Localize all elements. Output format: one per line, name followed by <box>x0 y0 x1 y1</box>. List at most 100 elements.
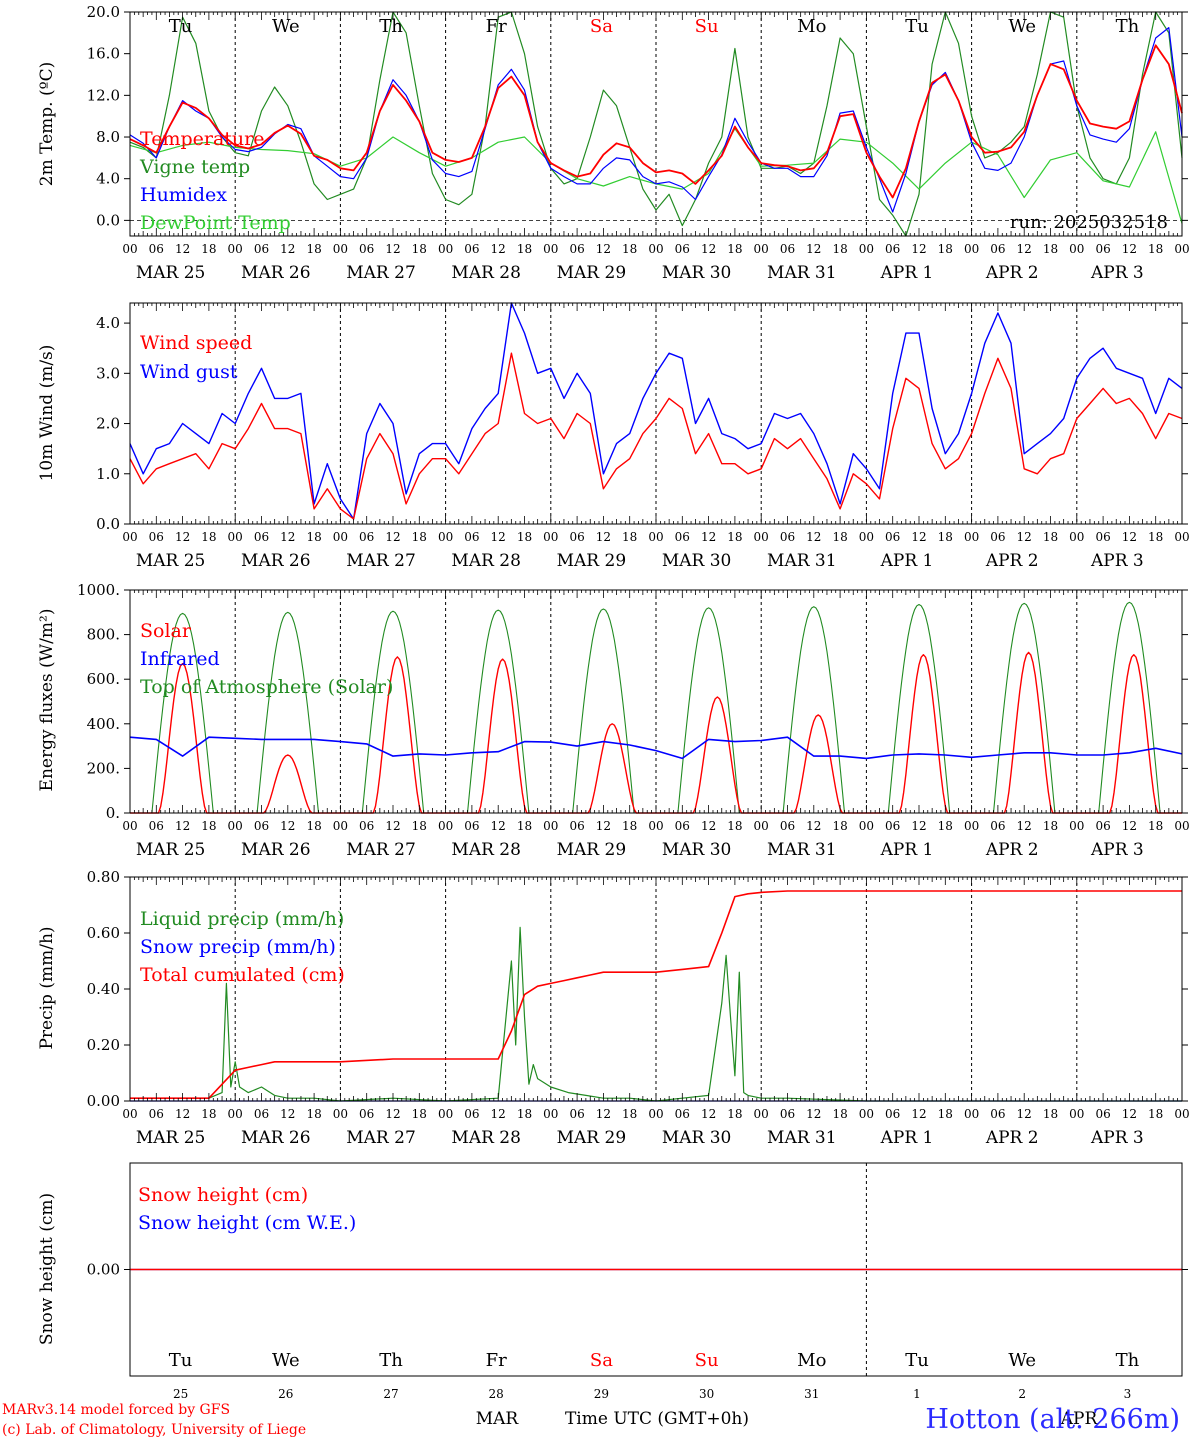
wind-hour-label: 00 <box>648 530 663 544</box>
temperature-y-tick-label: 20.0 <box>87 3 120 21</box>
precip-hour-label: 18 <box>938 1107 953 1121</box>
energy-hour-label: 18 <box>201 819 216 833</box>
temperature-hour-label: 18 <box>517 242 532 256</box>
energy-hour-label: 18 <box>727 819 742 833</box>
precip-hour-label-end: 00 <box>1174 1107 1189 1121</box>
energy-hour-label-end: 00 <box>1174 819 1189 833</box>
energy-date-label: APR 1 <box>880 840 934 860</box>
day-name-bottom: Tu <box>169 1350 193 1371</box>
precip-hour-label: 18 <box>727 1107 742 1121</box>
energy-hour-label: 12 <box>806 819 821 833</box>
precip-hour-label: 00 <box>1069 1107 1084 1121</box>
day-number: 1 <box>913 1387 921 1401</box>
precip-y-tick-label: 0.40 <box>87 980 120 998</box>
precip-hour-label: 00 <box>754 1107 769 1121</box>
temperature-hour-label: 18 <box>201 242 216 256</box>
precip-hour-label: 06 <box>1095 1107 1110 1121</box>
temperature-hour-label: 12 <box>491 242 506 256</box>
temperature-hour-label: 12 <box>701 242 716 256</box>
wind-hour-label: 18 <box>306 530 321 544</box>
wind-hour-label: 12 <box>280 530 295 544</box>
wind-hour-label: 00 <box>122 530 137 544</box>
energy-date-label: APR 3 <box>1090 840 1144 860</box>
legend-entry: Total cumulated (cm) <box>140 964 345 986</box>
temperature-hour-label: 00 <box>964 242 979 256</box>
precip-hour-label: 06 <box>464 1107 479 1121</box>
wind-hour-label: 00 <box>754 530 769 544</box>
precip-hour-label: 06 <box>254 1107 269 1121</box>
energy-hour-label: 12 <box>175 819 190 833</box>
legend-entry: Vigne temp <box>139 156 250 178</box>
day-name-top: Th <box>1116 16 1140 37</box>
legend-entry: Temperature <box>140 128 264 150</box>
frame-layer <box>124 11 1188 1377</box>
temp-series-1 <box>129 11 1183 237</box>
wind-date-label: MAR 25 <box>136 551 206 571</box>
legend-entry: DewPoint Temp <box>140 212 291 234</box>
wind-hour-label: 06 <box>149 530 164 544</box>
energy-hour-label: 00 <box>122 819 137 833</box>
temp-series-2 <box>129 27 1183 213</box>
wind-hour-label: 18 <box>517 530 532 544</box>
day-name-bottom: Tu <box>905 1350 929 1371</box>
day-number: 31 <box>804 1387 819 1401</box>
precip-date-label: MAR 28 <box>451 1128 521 1148</box>
day-name-bottom: We <box>1008 1350 1036 1371</box>
wind-series-1 <box>129 302 1183 520</box>
wind-hour-label: 06 <box>1095 530 1110 544</box>
wind-hour-label: 00 <box>859 530 874 544</box>
energy-date-label: MAR 26 <box>241 840 311 860</box>
wind-hour-label: 06 <box>359 530 374 544</box>
energy-hour-label: 12 <box>1017 819 1032 833</box>
precip-hour-label: 06 <box>569 1107 584 1121</box>
temperature-hour-label: 00 <box>754 242 769 256</box>
day-name-bottom: Mo <box>797 1350 826 1371</box>
temperature-hour-label: 06 <box>990 242 1005 256</box>
wind-hour-label: 00 <box>228 530 243 544</box>
temperature-hour-label: 06 <box>569 242 584 256</box>
energy-date-label: MAR 30 <box>662 840 732 860</box>
legend-entry: Snow height (cm) <box>138 1184 308 1206</box>
energy-frame <box>129 589 1183 814</box>
precip-hour-label: 06 <box>675 1107 690 1121</box>
wind-hour-label: 12 <box>701 530 716 544</box>
energy-date-label: MAR 25 <box>136 840 206 860</box>
wind-hour-label: 12 <box>911 530 926 544</box>
energy-hour-label: 18 <box>1148 819 1163 833</box>
temperature-date-label: MAR 27 <box>346 263 416 283</box>
wind-hour-label: 12 <box>175 530 190 544</box>
temperature-hour-label: 12 <box>1122 242 1137 256</box>
temperature-hour-label: 06 <box>780 242 795 256</box>
energy-hour-label: 00 <box>964 819 979 833</box>
day-name-bottom: We <box>272 1350 300 1371</box>
energy-y-tick-label: 400. <box>87 715 120 733</box>
temperature-hour-label: 06 <box>1095 242 1110 256</box>
day-name-bottom: Su <box>695 1350 719 1371</box>
wind-date-label: APR 2 <box>985 551 1039 571</box>
energy-date-label: MAR 28 <box>451 840 521 860</box>
precip-y-tick-label: 0.20 <box>87 1036 120 1054</box>
temperature-hour-label: 06 <box>464 242 479 256</box>
precip-hour-label: 18 <box>306 1107 321 1121</box>
energy-hour-label: 06 <box>780 819 795 833</box>
energy-y-tick-label: 0. <box>106 804 120 822</box>
month-label: MAR <box>476 1409 520 1429</box>
temperature-hour-label: 00 <box>1069 242 1084 256</box>
temperature-hour-label: 06 <box>675 242 690 256</box>
wind-hour-label: 06 <box>990 530 1005 544</box>
wind-hour-label: 00 <box>543 530 558 544</box>
day-name-bottom: Fr <box>486 1350 507 1371</box>
energy-hour-label: 06 <box>464 819 479 833</box>
day-name-top: Su <box>695 16 719 37</box>
energy-hour-label: 18 <box>1043 819 1058 833</box>
temperature-hour-label: 12 <box>175 242 190 256</box>
precip-hour-label: 00 <box>964 1107 979 1121</box>
temperature-hour-label: 12 <box>596 242 611 256</box>
precip-date-label: APR 2 <box>985 1128 1039 1148</box>
energy-hour-label: 12 <box>1122 819 1137 833</box>
wind-y-tick-label: 1.0 <box>96 465 120 483</box>
energy-hour-label: 18 <box>412 819 427 833</box>
temperature-hour-label-end: 00 <box>1174 242 1189 256</box>
temperature-hour-label: 12 <box>806 242 821 256</box>
wind-date-label: MAR 28 <box>451 551 521 571</box>
